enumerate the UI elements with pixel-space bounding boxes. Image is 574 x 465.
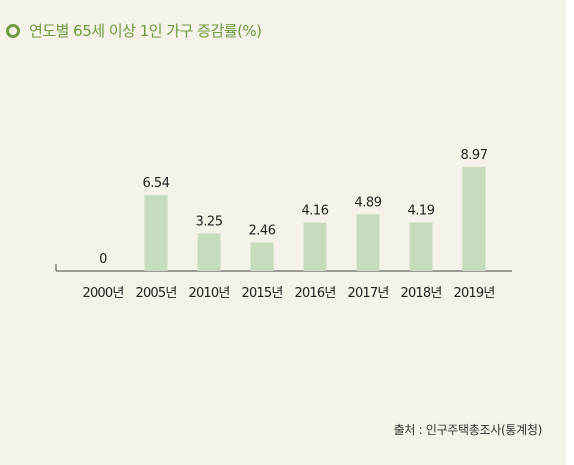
category-label-6: 2018년 — [400, 286, 441, 301]
value-label-3: 2.46 — [249, 223, 276, 238]
bar-2 — [197, 233, 221, 271]
bar-3 — [250, 242, 274, 271]
bar-6 — [409, 222, 433, 271]
value-label-7: 8.97 — [461, 148, 488, 163]
category-label-2: 2010년 — [188, 286, 229, 301]
value-label-2: 3.25 — [196, 214, 223, 229]
title-row: 연도별 65세 이상 1인 가구 증감률(%) — [6, 20, 262, 41]
bar-7 — [462, 166, 486, 271]
chart-title: 연도별 65세 이상 1인 가구 증감률(%) — [29, 22, 262, 40]
source-note: 출처 : 인구주택총조사(통계청) — [393, 423, 543, 437]
category-label-0: 2000년 — [82, 286, 123, 301]
category-label-7: 2019년 — [453, 286, 494, 301]
bar-4 — [303, 222, 327, 271]
category-label-1: 2005년 — [135, 286, 176, 301]
category-label-5: 2017년 — [347, 286, 388, 301]
value-label-6: 4.19 — [408, 203, 435, 218]
value-label-4: 4.16 — [302, 204, 329, 219]
category-label-4: 2016년 — [294, 286, 335, 301]
bar-1 — [144, 195, 168, 271]
bar-5 — [356, 214, 380, 271]
value-label-5: 4.89 — [355, 195, 382, 210]
category-label-3: 2015년 — [241, 286, 282, 301]
value-label-0: 0 — [99, 252, 107, 267]
ring-icon — [6, 23, 20, 38]
value-label-1: 6.54 — [143, 176, 170, 191]
